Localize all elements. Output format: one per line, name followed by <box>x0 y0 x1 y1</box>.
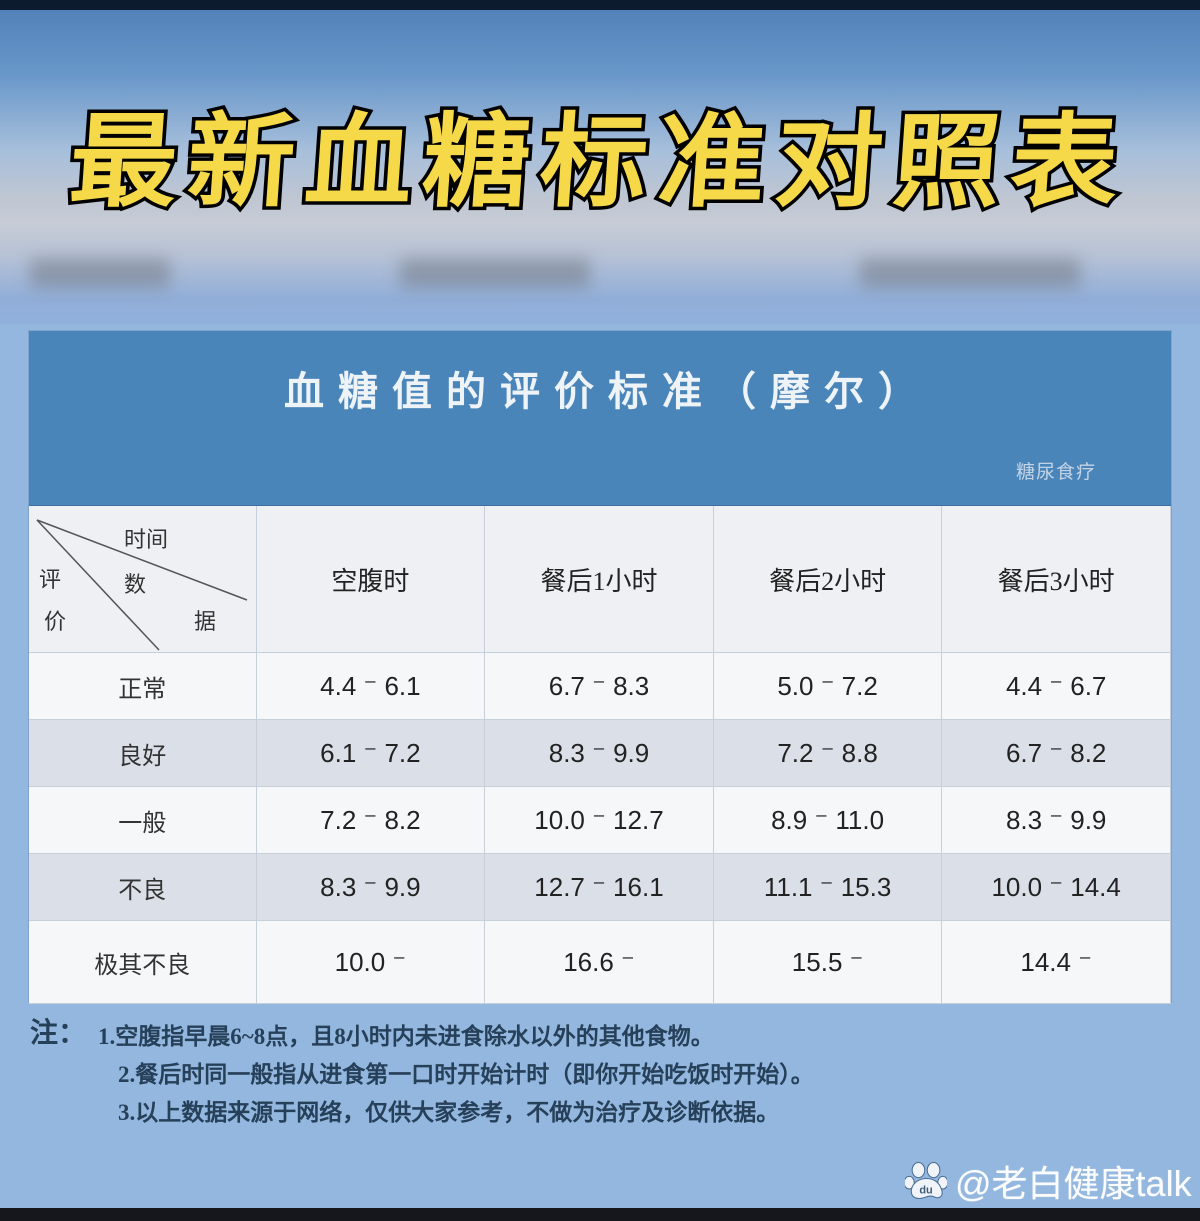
svg-text:du: du <box>919 1185 932 1197</box>
